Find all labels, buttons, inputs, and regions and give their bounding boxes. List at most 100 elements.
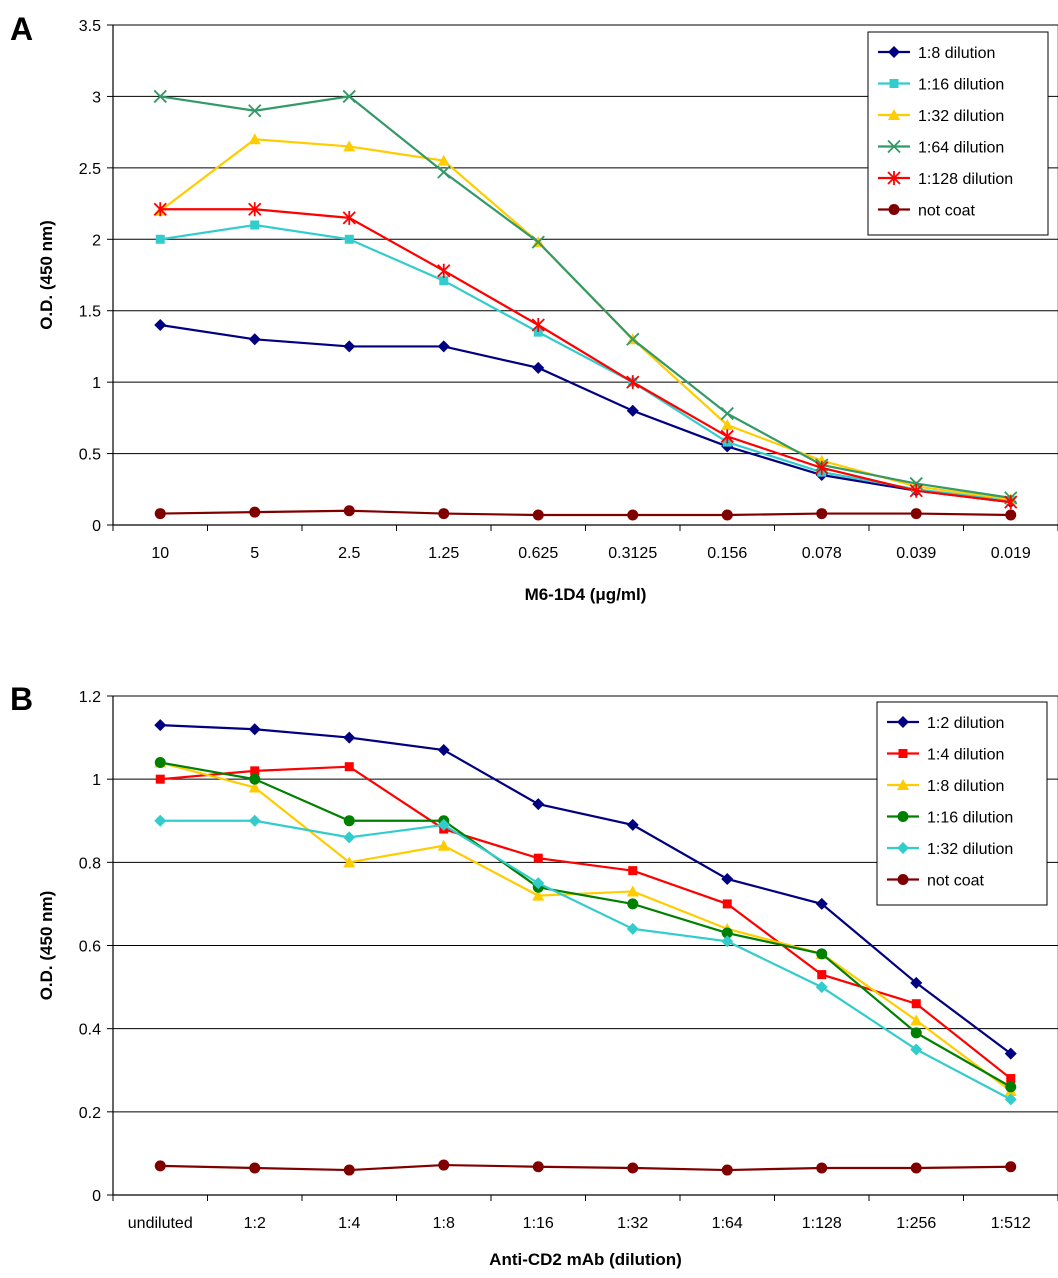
x-tick-label: 0.625 xyxy=(518,545,558,562)
data-point xyxy=(626,332,640,346)
data-point xyxy=(1006,1074,1016,1084)
data-point xyxy=(248,104,262,118)
x-tick-label: 1:512 xyxy=(991,1215,1031,1232)
y-tick-label: 1.5 xyxy=(79,304,101,321)
legend-label: 1:4 dilution xyxy=(927,747,1004,764)
data-point xyxy=(910,1043,923,1056)
x-axis-title: Anti-CD2 mAb (dilution) xyxy=(489,1250,682,1269)
x-tick-label: undiluted xyxy=(128,1215,193,1232)
data-point xyxy=(248,814,261,827)
legend-label: 1:8 dilution xyxy=(918,45,995,62)
series-line xyxy=(160,765,1012,1080)
data-point xyxy=(343,831,356,844)
series-4 xyxy=(153,89,1018,505)
data-point xyxy=(531,235,545,249)
y-tick-label: 0.2 xyxy=(79,1105,101,1122)
data-point xyxy=(248,333,261,346)
data-point xyxy=(249,506,261,518)
x-tick-label: 0.156 xyxy=(707,545,747,562)
series-line xyxy=(160,95,1011,499)
data-point xyxy=(532,1161,544,1173)
legend-label: 1:2 dilution xyxy=(927,715,1004,732)
data-point xyxy=(910,508,922,520)
data-point xyxy=(909,483,923,498)
data-point xyxy=(343,815,355,827)
data-point xyxy=(438,508,450,520)
data-point xyxy=(343,340,356,353)
x-tick-label: 0.039 xyxy=(896,545,936,562)
data-point xyxy=(1004,1047,1017,1060)
y-tick-label: 1.2 xyxy=(79,689,101,706)
series-line xyxy=(160,761,1012,1088)
data-point xyxy=(532,798,545,811)
y-tick-label: 0.4 xyxy=(79,1022,101,1039)
x-tick-label: 1:32 xyxy=(617,1215,648,1232)
legend-marker xyxy=(887,139,901,154)
data-point xyxy=(626,375,640,390)
series-1 xyxy=(154,319,1017,509)
legend-marker xyxy=(887,171,901,185)
x-tick-label: 1:8 xyxy=(433,1215,455,1232)
data-point xyxy=(343,731,356,744)
legend-marker xyxy=(897,779,909,790)
data-point xyxy=(721,935,734,948)
data-point xyxy=(154,757,166,769)
y-tick-label: 0 xyxy=(92,1188,101,1205)
legend-label: 1:32 dilution xyxy=(927,841,1013,858)
data-point xyxy=(532,877,545,890)
x-tick-label: 1:4 xyxy=(338,1215,360,1232)
legend-label: 1:16 dilution xyxy=(918,77,1004,94)
data-point xyxy=(154,814,167,827)
data-point xyxy=(626,922,639,935)
data-point xyxy=(437,744,450,757)
data-point xyxy=(626,404,639,417)
data-point xyxy=(155,234,165,244)
data-point xyxy=(438,1159,450,1171)
series-1 xyxy=(154,719,1017,1060)
data-point xyxy=(816,1162,828,1174)
series-2 xyxy=(155,220,1016,506)
data-point xyxy=(153,202,167,217)
data-point xyxy=(816,508,828,520)
data-point xyxy=(533,327,543,337)
x-tick-label: 10 xyxy=(151,545,169,562)
data-point xyxy=(154,319,167,331)
data-point xyxy=(721,1164,733,1176)
x-tick-label: 1:2 xyxy=(244,1215,266,1232)
data-point xyxy=(437,165,451,179)
legend-marker xyxy=(897,842,909,854)
data-point xyxy=(816,948,828,960)
data-point xyxy=(249,773,261,785)
panel-label: B xyxy=(10,681,33,717)
chart-b: B 0 0.2 0.4 0.6 0.8 1 1.2 undiluted 1:2 1:4 1:8 1:16… xyxy=(10,681,1058,1269)
data-point xyxy=(342,89,356,104)
series-line xyxy=(160,509,1011,517)
data-point xyxy=(721,872,734,885)
data-point xyxy=(1004,1093,1017,1106)
data-point xyxy=(439,276,449,286)
data-point xyxy=(721,509,733,521)
legend-marker xyxy=(888,204,900,215)
data-point xyxy=(910,1027,922,1039)
legend: 1:8 dilution 1:16 dilution 1:32 dilution 1:… xyxy=(867,31,1049,236)
data-point xyxy=(815,981,828,994)
panel-label: A xyxy=(10,11,33,47)
data-point xyxy=(532,889,545,901)
data-point xyxy=(437,839,450,851)
data-point xyxy=(911,999,921,1009)
data-point xyxy=(815,460,829,475)
series-line xyxy=(160,724,1012,1055)
data-point xyxy=(817,970,827,980)
data-point xyxy=(248,133,261,145)
data-point xyxy=(910,1162,922,1174)
y-tick-label: 1 xyxy=(92,772,101,789)
series-line xyxy=(160,323,1011,504)
data-point xyxy=(627,1162,639,1174)
legend-label: 1:64 dilution xyxy=(918,140,1004,157)
x-tick-label: 0.3125 xyxy=(608,545,657,562)
series-line xyxy=(160,208,1011,504)
x-tick-label: 1.25 xyxy=(428,545,459,562)
y-tick-label: 2.5 xyxy=(79,161,101,178)
data-point xyxy=(720,406,734,421)
data-point xyxy=(1005,1161,1017,1173)
